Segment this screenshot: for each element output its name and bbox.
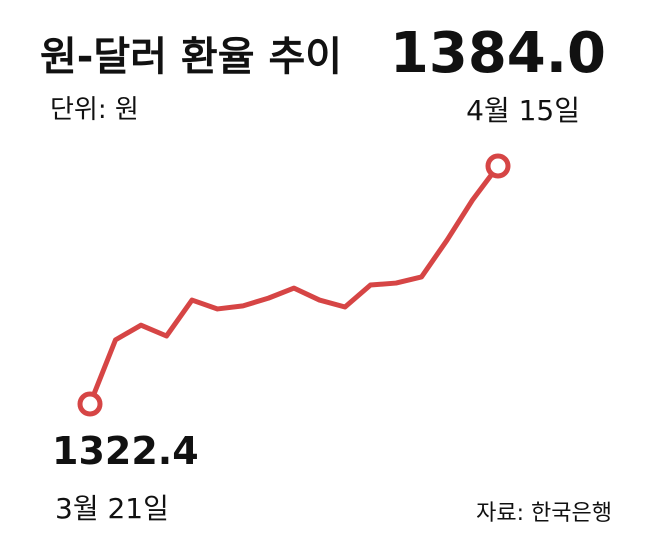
x-tick-label: 3월 21일 [55,492,169,525]
end-marker [485,153,511,179]
value-label: 1384.0 [390,21,606,86]
x-tick-label: 4월 15일 [466,94,580,127]
end-marker [77,391,103,417]
chart-title: 원-달러 환율 추이 [40,34,342,80]
value-label: 1322.4 [52,429,199,473]
source: 자료: 한국은행 [476,501,612,526]
series-line [87,163,501,407]
subtitle: 단위: 원 [50,95,139,125]
